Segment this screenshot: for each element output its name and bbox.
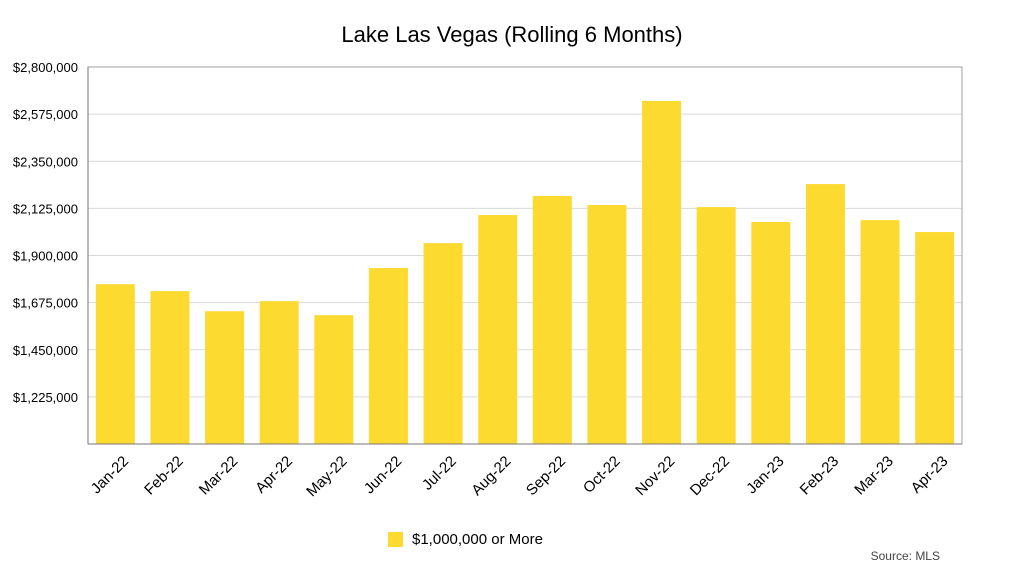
x-tick-label: Dec-22 bbox=[687, 453, 733, 499]
source-note: Source: MLS bbox=[870, 549, 940, 563]
y-tick-label: $2,350,000 bbox=[13, 154, 78, 169]
y-tick-label: $1,225,000 bbox=[13, 390, 78, 405]
y-tick-label: $2,800,000 bbox=[13, 60, 78, 75]
x-tick-label: Aug-22 bbox=[468, 453, 514, 499]
x-tick-label: Jan-22 bbox=[88, 453, 132, 497]
x-tick-label: Jan-23 bbox=[743, 453, 787, 497]
legend: $1,000,000 or More bbox=[388, 531, 543, 548]
bar bbox=[150, 291, 190, 444]
bar bbox=[259, 301, 299, 444]
x-tick-label: May-22 bbox=[303, 453, 350, 500]
bar bbox=[314, 315, 354, 444]
bar bbox=[587, 205, 627, 444]
bar bbox=[205, 311, 245, 444]
bar bbox=[478, 215, 518, 444]
chart-title: Lake Las Vegas (Rolling 6 Months) bbox=[341, 22, 683, 47]
x-tick-label: Nov-22 bbox=[632, 453, 678, 499]
bar bbox=[368, 268, 408, 444]
x-tick-label: Feb-23 bbox=[797, 453, 843, 499]
x-tick-label: Feb-22 bbox=[141, 453, 187, 499]
y-tick-label: $1,450,000 bbox=[13, 343, 78, 358]
bar bbox=[423, 243, 463, 444]
x-tick-label: Mar-22 bbox=[196, 453, 242, 499]
bar bbox=[805, 184, 845, 444]
legend-label: $1,000,000 or More bbox=[412, 531, 543, 548]
y-tick-label: $2,125,000 bbox=[13, 201, 78, 216]
y-tick-label: $2,575,000 bbox=[13, 107, 78, 122]
legend-swatch bbox=[388, 532, 403, 547]
bar bbox=[95, 284, 135, 444]
bar bbox=[915, 232, 955, 444]
x-tick-label: Apr-22 bbox=[252, 453, 296, 497]
x-tick-label: Jul-22 bbox=[419, 453, 460, 494]
x-tick-label: Mar-23 bbox=[851, 453, 897, 499]
x-tick-label: Jun-22 bbox=[361, 453, 405, 497]
y-tick-label: $1,675,000 bbox=[13, 296, 78, 311]
bar bbox=[751, 221, 791, 444]
bar bbox=[860, 220, 900, 444]
bar bbox=[532, 196, 572, 444]
bar bbox=[696, 207, 736, 444]
x-tick-label: Oct-22 bbox=[580, 453, 624, 497]
bar bbox=[642, 100, 682, 445]
x-tick-label: Sep-22 bbox=[523, 453, 569, 499]
x-tick-label: Apr-23 bbox=[908, 453, 952, 497]
y-tick-label: $1,900,000 bbox=[13, 249, 78, 264]
